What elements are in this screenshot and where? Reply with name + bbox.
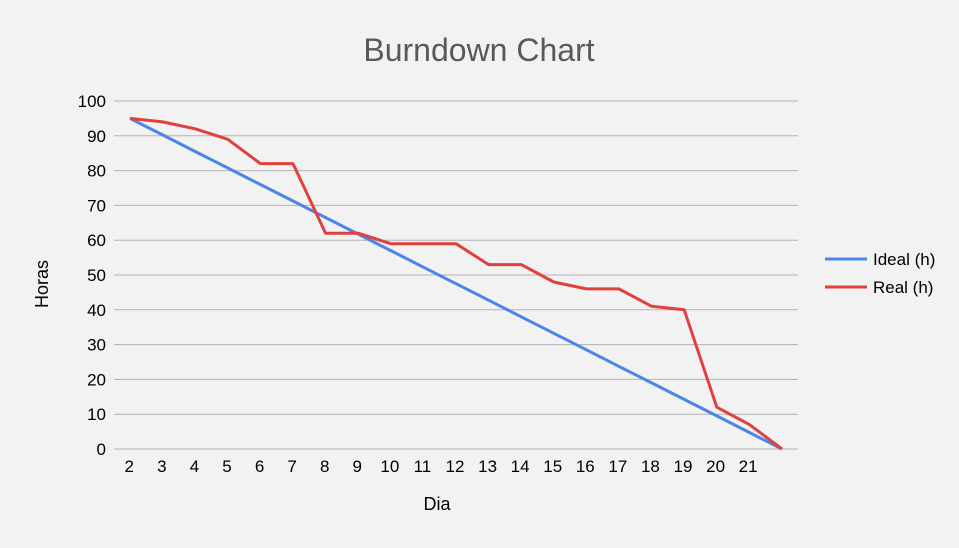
y-tick-label: 20 [87,370,106,389]
x-tick-label: 17 [608,457,627,476]
x-tick-label: 16 [576,457,595,476]
x-tick-label: 14 [511,457,530,476]
legend-label-real: Real (h) [873,278,933,297]
x-tick-label: 5 [222,457,231,476]
x-tick-label: 21 [739,457,758,476]
x-tick-label: 11 [414,457,432,476]
x-axis-label: Dia [423,494,451,514]
y-axis-label: Horas [32,260,52,308]
y-tick-label: 90 [87,127,106,146]
series-line-real [129,116,783,451]
x-tick-label: 2 [125,457,134,476]
x-tick-label: 10 [380,457,399,476]
y-tick-label: 60 [87,231,106,250]
legend-label-ideal: Ideal (h) [873,250,935,269]
x-tick-label: 15 [543,457,562,476]
y-tick-label: 50 [87,266,106,285]
chart-title: Burndown Chart [363,32,594,68]
y-tick-label: 10 [87,405,106,424]
x-tick-label: 19 [674,457,693,476]
x-tick-labels: 2 3 4 5 6 7 8 9 10 11 12 13 14 15 16 17 18 19 20 21 [125,457,758,476]
series-lines [129,116,783,451]
y-tick-label: 0 [97,440,106,459]
y-tick-label: 70 [87,196,106,215]
x-tick-label: 13 [478,457,497,476]
x-tick-label: 20 [706,457,725,476]
x-tick-label: 9 [353,457,362,476]
y-tick-label: 100 [78,92,106,111]
gridlines [114,100,798,415]
y-tick-labels: 0 10 20 30 40 50 60 70 80 90 100 [78,92,106,459]
x-tick-label: 18 [641,457,660,476]
x-tick-label: 8 [320,457,329,476]
x-tick-label: 4 [190,457,199,476]
y-tick-label: 80 [87,162,106,181]
x-tick-label: 7 [287,457,296,476]
x-tick-label: 6 [255,457,264,476]
x-tick-label: 3 [157,457,166,476]
y-tick-label: 40 [87,301,106,320]
x-tick-label: 12 [446,457,465,476]
legend: Ideal (h) Real (h) [825,250,935,297]
series-line-ideal [129,117,783,451]
y-tick-label: 30 [87,336,106,355]
